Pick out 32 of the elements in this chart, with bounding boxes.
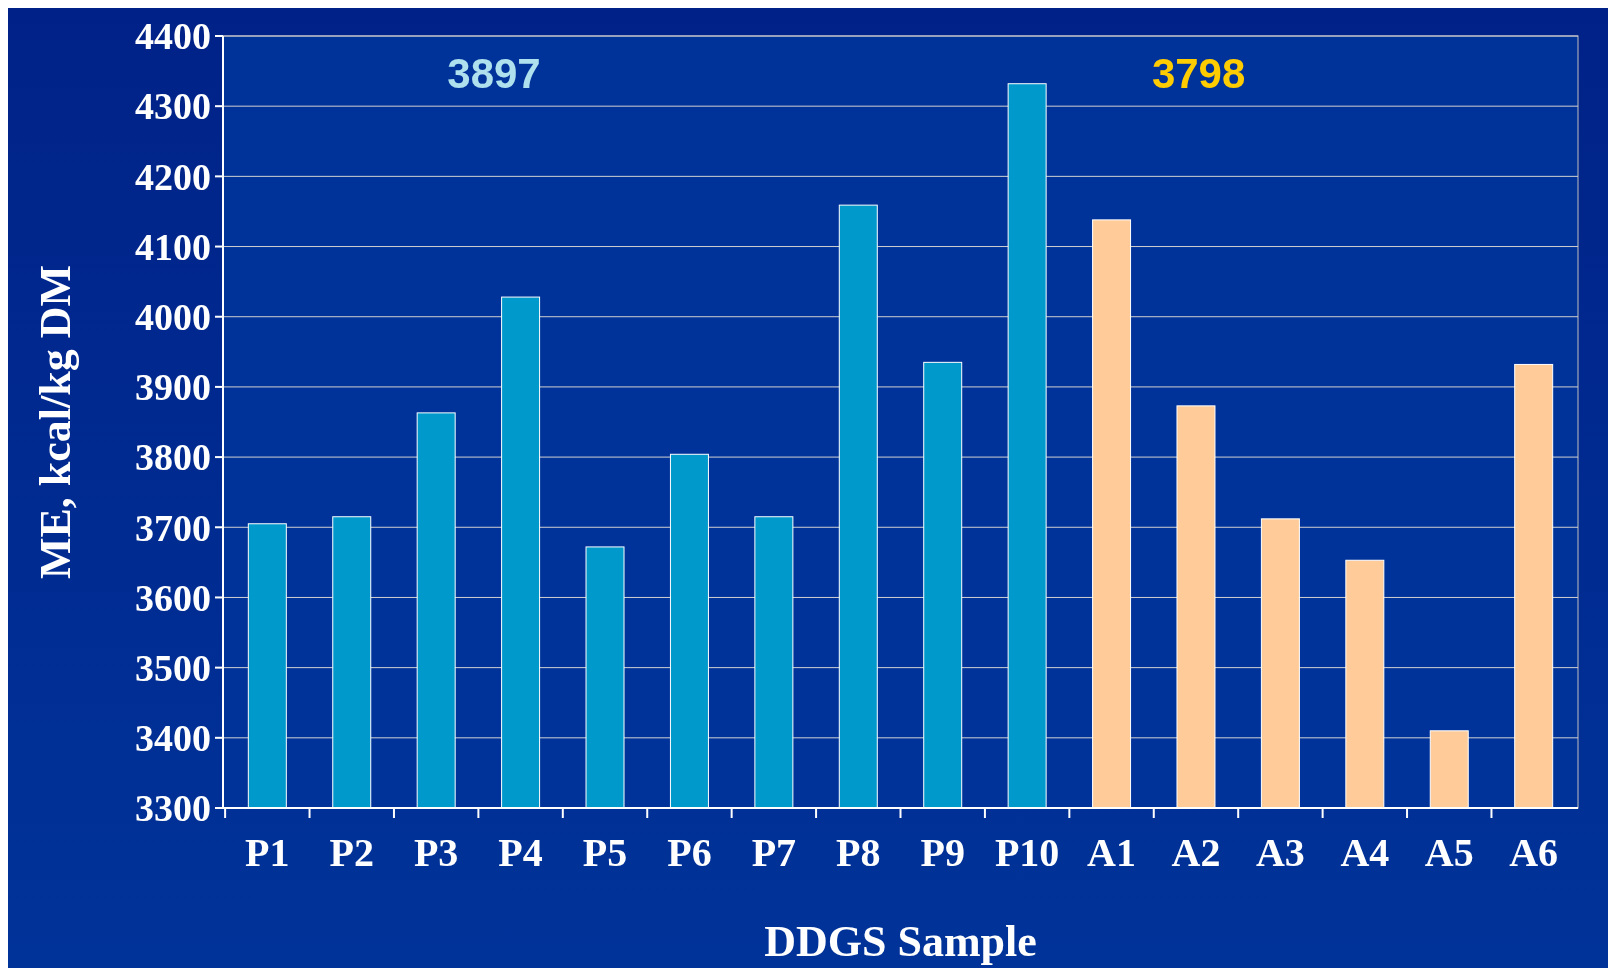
y-tick-label: 3500 [135,646,211,689]
y-tick-label: 3900 [135,366,211,409]
x-tick-label: P7 [751,830,797,875]
x-tick-label: P9 [920,830,965,875]
y-tick-label: 4000 [135,296,211,339]
y-tick-label: 3600 [135,576,211,619]
x-tick-label: P4 [498,830,543,875]
x-tick-label: P3 [413,830,459,875]
y-tick-label: 3400 [135,717,211,760]
x-tick-label: A6 [1509,830,1559,875]
y-tick-label: 4300 [135,85,211,128]
x-tick-label: P6 [667,830,712,875]
annotation: 3897 [447,50,541,97]
x-tick-label: A3 [1255,830,1305,875]
y-tick-label: 3300 [135,787,211,830]
y-tick-label: 4100 [135,225,211,268]
annotation: 3798 [1151,50,1246,97]
x-tick-label: P1 [245,830,290,875]
y-tick-label: 4400 [135,15,211,58]
x-tick-label: P10 [994,830,1060,875]
x-tick-label: A4 [1340,830,1390,875]
y-tick-label: 4200 [135,155,211,198]
x-tick-label: A5 [1424,830,1474,875]
x-tick-label: P8 [836,830,881,875]
x-tick-label: P5 [582,830,628,875]
x-tick-label: A2 [1171,830,1221,875]
x-tick-label: P2 [329,830,374,875]
y-tick-label: 3800 [135,436,211,479]
y-axis-title: ME, kcal/kg DM [31,264,80,580]
x-tick-label: A1 [1087,830,1136,875]
y-tick-label: 3700 [135,506,211,549]
x-axis-title: DDGS Sample [764,917,1037,966]
